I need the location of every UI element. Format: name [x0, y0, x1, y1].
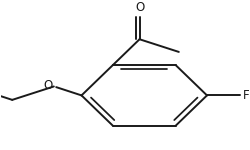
Text: O: O — [43, 79, 52, 92]
Text: F: F — [243, 89, 250, 102]
Text: O: O — [135, 1, 144, 13]
